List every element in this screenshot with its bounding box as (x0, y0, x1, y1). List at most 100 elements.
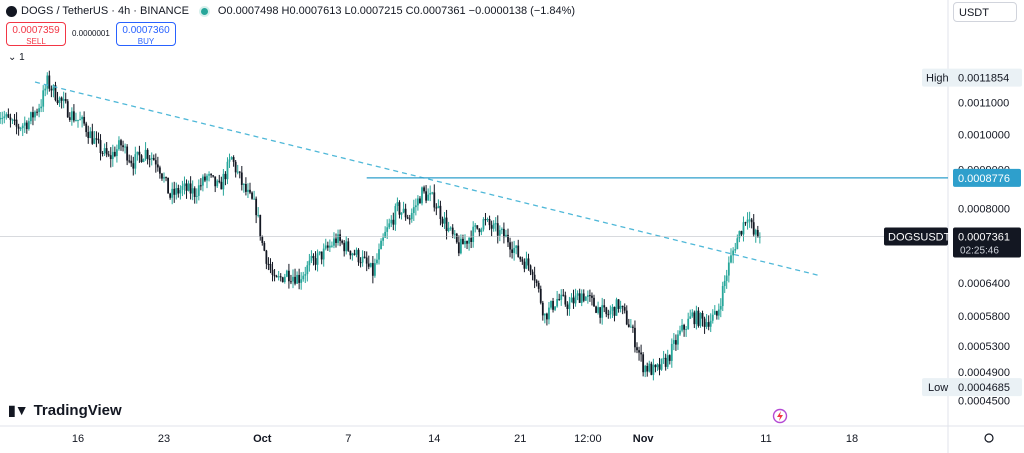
candle-body (435, 207, 438, 209)
candle-body (457, 242, 460, 254)
candle-body (363, 256, 366, 258)
candle-body (220, 181, 223, 190)
candle-body (341, 240, 344, 243)
candle-body (591, 295, 593, 298)
candle-body (445, 217, 448, 232)
candle-body (236, 171, 239, 173)
candle-body (306, 265, 309, 275)
sell-button[interactable]: 0.0007359 SELL (6, 22, 66, 46)
candle-body (505, 234, 507, 238)
candle-body (603, 305, 606, 308)
candle-body (281, 277, 284, 282)
high-tag (922, 68, 1022, 87)
candle-body (646, 365, 649, 372)
y-tick-label-7: 0.0004900 (958, 367, 1010, 379)
candle-body (552, 300, 554, 310)
candle-body (300, 279, 303, 283)
candle-body (715, 311, 718, 316)
candle-body (648, 363, 651, 372)
candle-body (353, 253, 356, 255)
symbol-title[interactable]: DOGS / TetherUS · 4h · BINANCE (21, 5, 189, 17)
candle-body (605, 307, 608, 315)
candle-body (527, 258, 530, 266)
y-tick-label-3: 0.0008000 (958, 204, 1010, 216)
candle-body (613, 306, 616, 316)
candle-body (120, 140, 122, 146)
candle-body (232, 157, 235, 162)
candle-body (736, 238, 739, 250)
y-tick-label-4: 0.0006400 (958, 278, 1010, 290)
candle-body (179, 189, 182, 194)
candle-body (425, 191, 427, 201)
descending-trendline[interactable] (34, 81, 819, 277)
candle-body (195, 195, 198, 197)
candle-body (462, 238, 464, 245)
candle-body (725, 275, 728, 281)
spread-value: 0.0000001 (72, 29, 110, 38)
candle-body (273, 274, 276, 277)
candle-body (70, 111, 73, 120)
candle-body (212, 175, 215, 177)
candle-body (449, 227, 452, 229)
candle-body (165, 177, 167, 179)
candle-body (310, 255, 313, 261)
candle-body (748, 219, 751, 221)
candle-body (343, 242, 346, 252)
candle-body (699, 313, 702, 326)
candle-body (249, 189, 251, 193)
candle-body (572, 297, 575, 304)
candle-body (9, 117, 12, 120)
candle-body (132, 163, 135, 169)
candle-body (1, 117, 4, 119)
candle-body (50, 88, 53, 91)
candle-body (124, 146, 126, 148)
candle-body (554, 306, 556, 310)
candle-body (77, 119, 79, 121)
candle-body (529, 265, 532, 272)
settings-icon[interactable] (984, 433, 994, 443)
candle-body (283, 276, 286, 282)
candle-body (292, 276, 294, 282)
candle-body (347, 241, 350, 251)
candle-body (21, 125, 24, 129)
candle-body (601, 305, 604, 318)
candle-body (210, 174, 212, 176)
candle-body (427, 194, 430, 201)
buy-button[interactable]: 0.0007360 BUY (116, 22, 176, 46)
candle-body (58, 97, 61, 104)
candle-body (19, 128, 22, 130)
candle-body (478, 228, 481, 233)
candle-body (122, 145, 124, 148)
candle-body (507, 234, 509, 243)
candle-body (464, 240, 466, 245)
candle-body (668, 355, 671, 361)
candle-body (662, 357, 665, 359)
candle-body (142, 159, 145, 163)
candle-body (521, 259, 524, 262)
candle-body (222, 173, 225, 190)
candle-body (15, 119, 18, 127)
lightning-event-icon[interactable] (772, 408, 788, 424)
candle-body (187, 183, 190, 191)
indicator-count: 1 (19, 52, 25, 63)
candle-body (193, 188, 196, 197)
candle-body (95, 138, 98, 140)
candle-body (371, 263, 374, 276)
candle-body (439, 205, 442, 220)
high-price-label: 0.0011854 (958, 73, 1009, 85)
candle-body (414, 205, 417, 208)
currency-selector[interactable]: USDT (953, 2, 1017, 22)
y-tick-label-0: 0.0011000 (958, 98, 1009, 110)
candle-body (7, 114, 10, 118)
candle-body (109, 155, 112, 160)
indicator-toggle[interactable]: ⌄ 1 (8, 52, 25, 63)
candle-body (758, 236, 761, 238)
candle-body (644, 365, 647, 373)
candle-body (398, 202, 401, 215)
candle-body (304, 274, 307, 276)
candle-body (13, 119, 16, 121)
candle-body (285, 270, 288, 277)
candle-body (709, 320, 712, 327)
x-tick-label-9: 18 (846, 433, 858, 445)
